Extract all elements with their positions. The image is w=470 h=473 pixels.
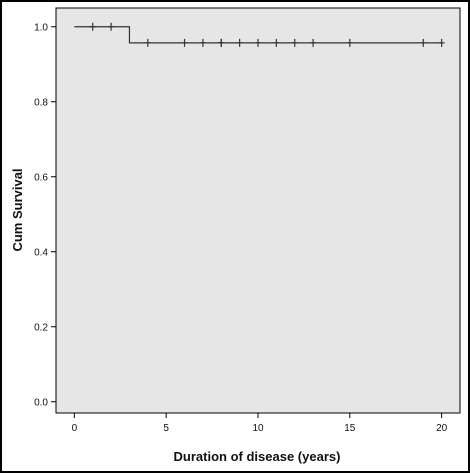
- censor-mark: [218, 38, 225, 47]
- y-tick-label: 0.4: [34, 247, 48, 258]
- x-tick-label: 10: [252, 423, 264, 434]
- x-axis: 0 5 10 15 20: [72, 413, 448, 434]
- censor-mark: [291, 38, 298, 47]
- y-tick-label: 0.0: [34, 397, 48, 408]
- censor-mark: [310, 38, 317, 47]
- censor-mark: [108, 22, 115, 31]
- x-tick-label: 5: [163, 423, 169, 434]
- x-axis-title: Duration of disease (years): [174, 449, 341, 464]
- x-tick-label: 0: [72, 423, 78, 434]
- plot-area: [55, 7, 461, 414]
- y-tick-label: 0.6: [34, 172, 48, 183]
- censor-mark: [438, 38, 445, 47]
- censor-mark: [199, 38, 206, 47]
- series-layer: [74, 22, 445, 47]
- y-axis: 0.0 0.2 0.4 0.6 0.8 1.0: [34, 22, 56, 408]
- x-tick-label: 15: [344, 423, 356, 434]
- y-tick-label: 0.2: [34, 322, 48, 333]
- y-tick-label: 0.8: [34, 97, 48, 108]
- x-tick-label: 20: [436, 423, 448, 434]
- censor-mark: [144, 38, 151, 47]
- censor-mark: [236, 38, 243, 47]
- censor-mark: [273, 38, 280, 47]
- y-tick-label: 1.0: [34, 22, 48, 33]
- censor-mark: [255, 38, 261, 47]
- y-axis-title: Cum Survival: [10, 168, 25, 251]
- censor-mark: [89, 22, 96, 31]
- censor-mark: [420, 38, 427, 47]
- censor-mark: [181, 38, 188, 47]
- censor-mark: [346, 38, 353, 47]
- survival-step-line: [74, 26, 442, 44]
